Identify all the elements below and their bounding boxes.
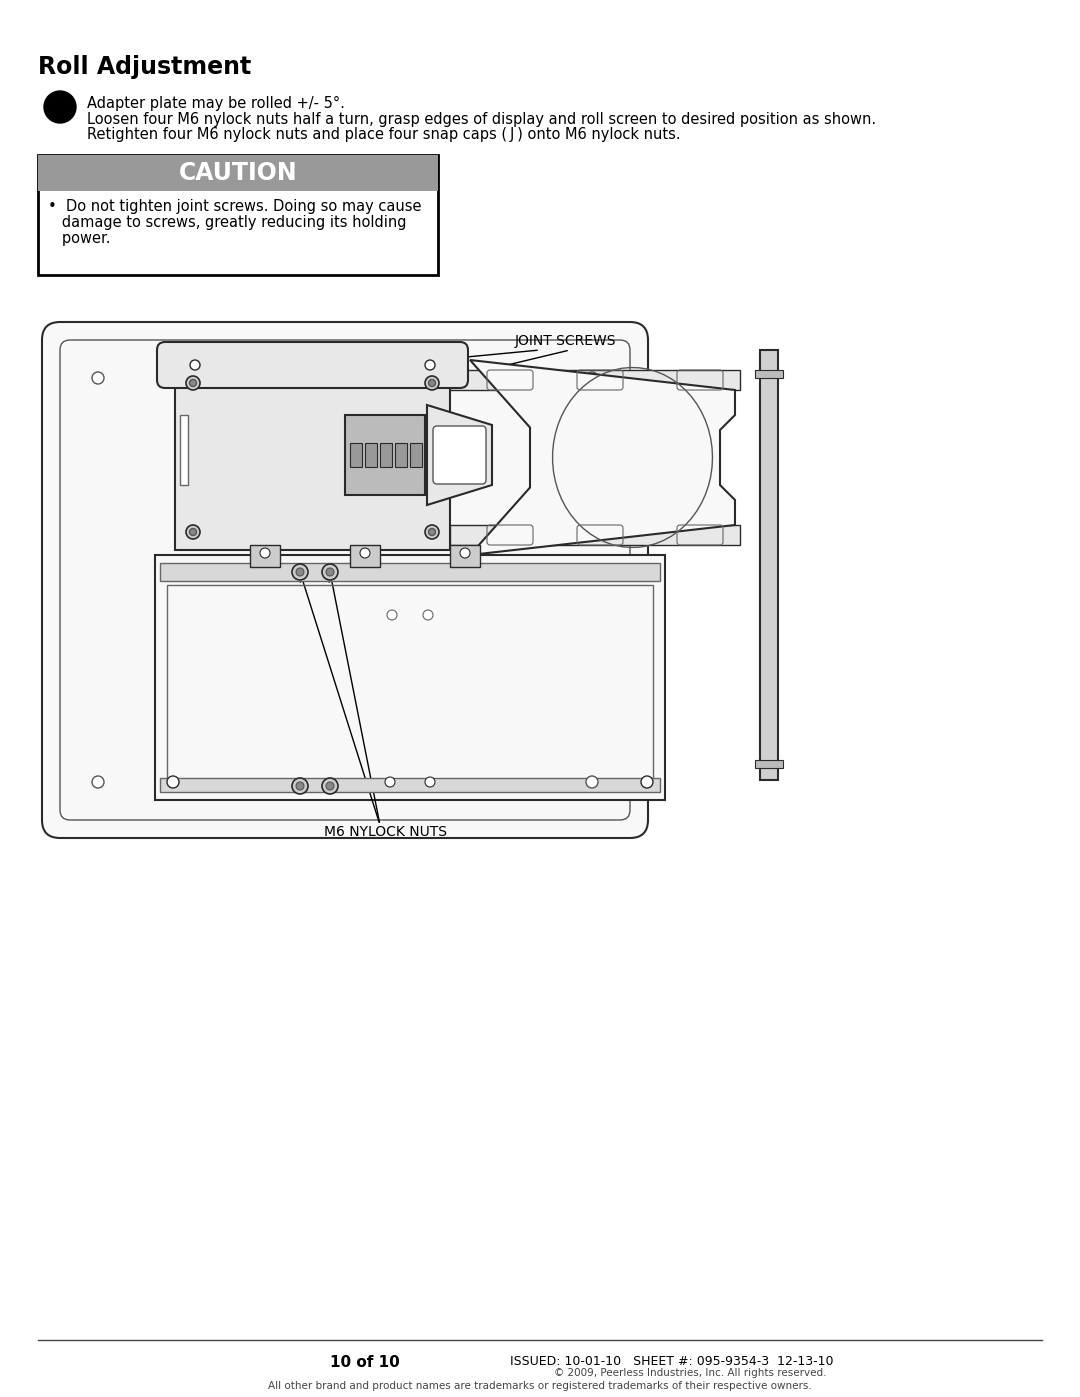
Circle shape	[384, 777, 395, 787]
Text: M6 NYLOCK NUTS: M6 NYLOCK NUTS	[324, 826, 446, 840]
Circle shape	[426, 777, 435, 787]
Bar	[175, 365, 450, 550]
Circle shape	[429, 380, 435, 387]
Circle shape	[429, 528, 435, 535]
Bar	[755, 760, 783, 768]
Bar	[755, 370, 783, 379]
Bar	[395, 443, 407, 467]
Bar	[156, 555, 665, 800]
Circle shape	[642, 775, 653, 788]
Circle shape	[186, 525, 200, 539]
Circle shape	[189, 380, 197, 387]
Circle shape	[322, 564, 338, 580]
Polygon shape	[427, 405, 492, 504]
Bar	[350, 443, 362, 467]
Bar	[760, 351, 778, 780]
Text: Adapter plate may be rolled +/- 5°.: Adapter plate may be rolled +/- 5°.	[87, 96, 345, 110]
Text: damage to screws, greatly reducing its holding: damage to screws, greatly reducing its h…	[48, 215, 406, 231]
Circle shape	[426, 525, 438, 539]
Bar	[350, 545, 380, 567]
Bar	[365, 443, 377, 467]
Circle shape	[460, 548, 470, 557]
Text: CAUTION: CAUTION	[178, 161, 297, 184]
Text: All other brand and product names are trademarks or registered trademarks of the: All other brand and product names are tr…	[268, 1382, 812, 1391]
Text: Retighten four M6 nylock nuts and place four snap caps ( J ) onto M6 nylock nuts: Retighten four M6 nylock nuts and place …	[87, 127, 680, 142]
Circle shape	[360, 548, 370, 557]
Bar	[38, 155, 438, 275]
Circle shape	[387, 610, 397, 620]
Circle shape	[167, 775, 179, 788]
Bar	[160, 563, 660, 581]
Circle shape	[190, 360, 200, 370]
Text: Loosen four M6 nylock nuts half a turn, grasp edges of display and roll screen t: Loosen four M6 nylock nuts half a turn, …	[87, 112, 876, 127]
Circle shape	[326, 782, 334, 789]
Circle shape	[322, 778, 338, 793]
Circle shape	[292, 778, 308, 793]
Circle shape	[189, 528, 197, 535]
Circle shape	[296, 569, 303, 576]
Bar	[160, 778, 660, 792]
Bar	[410, 443, 422, 467]
Circle shape	[92, 372, 104, 384]
Circle shape	[426, 360, 435, 370]
FancyBboxPatch shape	[157, 342, 468, 388]
Bar	[249, 545, 280, 567]
Text: Roll Adjustment: Roll Adjustment	[38, 54, 252, 80]
Text: © 2009, Peerless Industries, Inc. All rights reserved.: © 2009, Peerless Industries, Inc. All ri…	[554, 1368, 826, 1377]
Bar	[167, 585, 653, 788]
Circle shape	[423, 610, 433, 620]
Text: power.: power.	[48, 231, 110, 246]
Text: 8: 8	[54, 98, 66, 116]
Bar	[450, 525, 740, 545]
Circle shape	[426, 376, 438, 390]
Text: •  Do not tighten joint screws. Doing so may cause: • Do not tighten joint screws. Doing so …	[48, 198, 421, 214]
Text: JOINT SCREWS: JOINT SCREWS	[514, 334, 616, 348]
Bar	[450, 545, 480, 567]
Circle shape	[586, 372, 598, 384]
Bar	[38, 155, 438, 191]
Circle shape	[296, 782, 303, 789]
Bar	[345, 415, 426, 495]
Polygon shape	[470, 360, 735, 555]
Text: 10 of 10: 10 of 10	[330, 1355, 400, 1370]
Circle shape	[292, 564, 308, 580]
Circle shape	[186, 376, 200, 390]
Bar	[180, 415, 188, 485]
Text: ISSUED: 10-01-10   SHEET #: 095-9354-3  12-13-10: ISSUED: 10-01-10 SHEET #: 095-9354-3 12-…	[510, 1355, 834, 1368]
Circle shape	[586, 775, 598, 788]
Circle shape	[326, 569, 334, 576]
Circle shape	[92, 775, 104, 788]
Bar	[450, 370, 740, 390]
Circle shape	[260, 548, 270, 557]
FancyBboxPatch shape	[433, 426, 486, 483]
FancyBboxPatch shape	[42, 321, 648, 838]
Bar	[380, 443, 392, 467]
Circle shape	[44, 91, 76, 123]
